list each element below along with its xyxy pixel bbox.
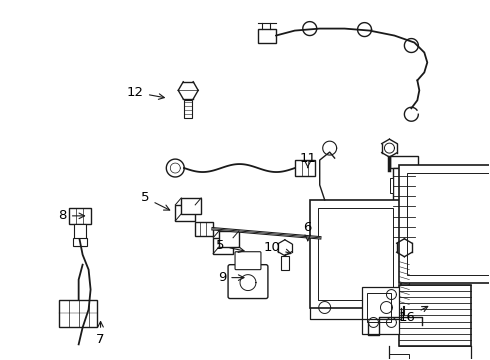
Text: 11: 11: [299, 152, 316, 167]
FancyBboxPatch shape: [367, 293, 392, 323]
FancyBboxPatch shape: [393, 168, 416, 245]
FancyBboxPatch shape: [184, 100, 192, 118]
FancyBboxPatch shape: [213, 238, 233, 254]
FancyBboxPatch shape: [399, 257, 409, 306]
Text: 7: 7: [97, 321, 105, 346]
Text: 12: 12: [127, 86, 164, 99]
Text: 3: 3: [0, 359, 1, 360]
FancyBboxPatch shape: [416, 178, 418, 193]
FancyBboxPatch shape: [219, 231, 239, 247]
FancyBboxPatch shape: [258, 28, 276, 42]
FancyBboxPatch shape: [310, 200, 401, 307]
Text: 1: 1: [0, 359, 1, 360]
Text: 9: 9: [218, 271, 244, 284]
Text: 8: 8: [58, 210, 85, 222]
Text: 16: 16: [399, 306, 428, 324]
FancyBboxPatch shape: [281, 256, 289, 270]
Text: 10: 10: [264, 241, 291, 255]
FancyBboxPatch shape: [73, 238, 87, 246]
FancyBboxPatch shape: [195, 222, 213, 236]
Text: 5: 5: [141, 192, 170, 210]
FancyBboxPatch shape: [295, 160, 315, 176]
FancyBboxPatch shape: [235, 252, 261, 270]
Text: 2: 2: [0, 359, 1, 360]
FancyBboxPatch shape: [74, 224, 86, 246]
FancyBboxPatch shape: [318, 208, 393, 300]
Text: 14: 14: [0, 359, 1, 360]
Text: 4: 4: [0, 359, 1, 360]
FancyBboxPatch shape: [181, 198, 201, 214]
FancyBboxPatch shape: [362, 287, 399, 334]
FancyBboxPatch shape: [391, 156, 418, 168]
Text: 5: 5: [216, 239, 244, 252]
FancyBboxPatch shape: [59, 300, 97, 328]
FancyBboxPatch shape: [175, 205, 195, 221]
FancyBboxPatch shape: [399, 285, 471, 346]
FancyBboxPatch shape: [69, 208, 91, 224]
FancyBboxPatch shape: [399, 165, 490, 283]
Text: 6: 6: [304, 221, 312, 240]
FancyBboxPatch shape: [228, 265, 268, 298]
Text: 13: 13: [0, 359, 1, 360]
FancyBboxPatch shape: [407, 173, 490, 275]
FancyBboxPatch shape: [390, 354, 409, 360]
FancyBboxPatch shape: [391, 178, 393, 193]
Text: 15: 15: [0, 359, 1, 360]
